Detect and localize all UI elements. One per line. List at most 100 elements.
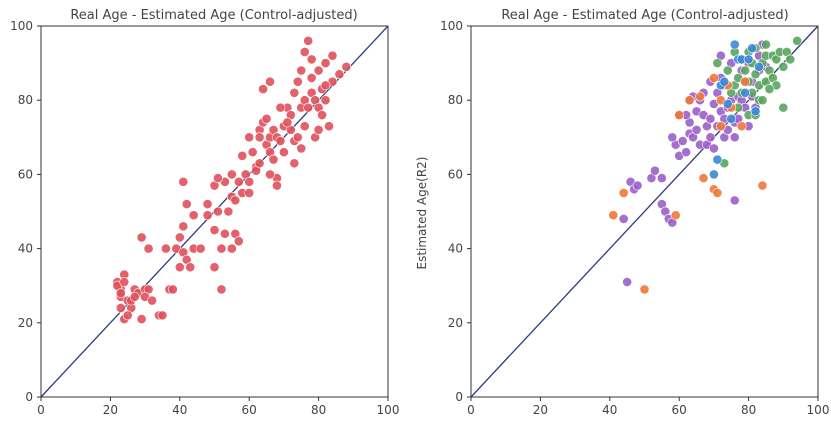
left-red-point bbox=[278, 147, 289, 158]
left-red-point bbox=[233, 236, 244, 247]
right-green-point bbox=[778, 61, 789, 72]
right-blue-point bbox=[712, 154, 723, 165]
right-y-tick-label: 0 bbox=[455, 390, 463, 404]
right-orange-point bbox=[715, 121, 726, 132]
right-blue-point bbox=[726, 113, 737, 124]
left-red-point bbox=[334, 69, 345, 80]
right-green-point bbox=[740, 65, 751, 76]
left-red-point bbox=[306, 54, 317, 65]
left-red-point bbox=[167, 284, 178, 295]
right-blue-point bbox=[747, 43, 757, 54]
right-purple-point bbox=[691, 124, 702, 135]
right-blue-point bbox=[743, 54, 754, 65]
right-purple-point bbox=[622, 277, 633, 287]
left-y-tick-label: 60 bbox=[18, 167, 33, 181]
left-red-point bbox=[320, 58, 331, 68]
left-red-point bbox=[296, 143, 307, 154]
left-red-point bbox=[313, 124, 324, 135]
left-red-point bbox=[223, 206, 234, 217]
left-red-point bbox=[178, 221, 189, 232]
left-red-point bbox=[327, 50, 338, 61]
right-blue-point bbox=[719, 76, 730, 87]
left-red-point bbox=[213, 206, 223, 217]
left-red-point bbox=[129, 291, 140, 302]
left-red-point bbox=[178, 176, 189, 187]
left-red-point bbox=[272, 180, 282, 191]
right-x-tick-label: 0 bbox=[467, 403, 475, 417]
right-green-point bbox=[785, 54, 796, 65]
right-blue-point bbox=[740, 87, 751, 98]
left-red-point bbox=[254, 158, 265, 169]
right-green-point bbox=[764, 84, 775, 94]
left-red-point bbox=[202, 210, 213, 221]
right-blue-point bbox=[709, 169, 719, 180]
left-red-point bbox=[115, 303, 126, 313]
left-red-point bbox=[289, 158, 300, 169]
left-y-tick-label: 100 bbox=[10, 19, 33, 33]
right-y-axis-label: Estimated Age(R2) bbox=[415, 157, 429, 270]
left-red-point bbox=[247, 147, 258, 158]
left-red-point bbox=[115, 288, 126, 299]
left-red-point bbox=[136, 232, 147, 243]
right-x-tick-label: 20 bbox=[533, 403, 548, 417]
left-red-point bbox=[213, 173, 223, 184]
left-red-point bbox=[303, 102, 314, 113]
right-orange-point bbox=[674, 110, 685, 120]
left-red-point bbox=[275, 102, 286, 113]
left-red-point bbox=[157, 310, 168, 321]
right-purple-point bbox=[632, 180, 643, 191]
left-red-point bbox=[292, 76, 303, 87]
left-red-point bbox=[174, 262, 185, 273]
left-red-point bbox=[209, 262, 220, 273]
left-red-point bbox=[320, 95, 331, 106]
left-chart-title: Real Age - Estimated Age (Control-adjust… bbox=[70, 8, 357, 23]
right-x-tick-label: 100 bbox=[807, 403, 830, 417]
left-red-point bbox=[292, 132, 303, 143]
left-y-tick-label: 40 bbox=[18, 242, 33, 256]
right-orange-point bbox=[608, 210, 619, 221]
left-red-point bbox=[209, 225, 220, 235]
right-purple-point bbox=[729, 132, 740, 143]
right-x-tick-label: 60 bbox=[672, 403, 687, 417]
right-purple-point bbox=[667, 132, 678, 143]
left-red-point bbox=[143, 243, 154, 254]
left-red-point bbox=[174, 232, 185, 243]
right-orange-point bbox=[639, 284, 650, 295]
left-red-point bbox=[244, 132, 255, 143]
left-red-point bbox=[296, 65, 307, 76]
right-orange-point bbox=[757, 180, 768, 191]
left-red-point bbox=[306, 73, 317, 83]
left-red-point bbox=[313, 65, 324, 76]
right-purple-point bbox=[705, 132, 716, 143]
left-red-point bbox=[122, 310, 133, 321]
right-purple-point bbox=[705, 113, 716, 124]
left-red-point bbox=[244, 176, 255, 187]
left-red-point bbox=[324, 121, 334, 132]
left-red-point bbox=[136, 314, 147, 324]
left-red-point bbox=[237, 150, 248, 161]
left-red-point bbox=[216, 284, 227, 295]
left-red-point bbox=[244, 188, 255, 198]
left-red-point bbox=[202, 199, 213, 209]
right-blue-point bbox=[729, 39, 740, 50]
right-blue-point bbox=[754, 61, 764, 72]
right-orange-point bbox=[698, 173, 709, 184]
right-purple-point bbox=[618, 214, 629, 224]
left-red-point bbox=[181, 199, 192, 209]
left-red-point bbox=[230, 195, 241, 206]
left-x-tick-label: 40 bbox=[172, 403, 187, 417]
right-y-tick-label: 20 bbox=[448, 316, 463, 330]
left-red-point bbox=[289, 87, 300, 98]
right-purple-point bbox=[681, 147, 692, 158]
left-red-point bbox=[226, 243, 237, 254]
right-orange-point bbox=[740, 76, 751, 87]
left-red-point bbox=[188, 210, 199, 221]
left-red-point bbox=[299, 47, 310, 57]
left-x-tick-label: 100 bbox=[377, 403, 400, 417]
right-y-tick-label: 100 bbox=[440, 19, 463, 33]
right-green-point bbox=[712, 58, 723, 68]
right-green-point bbox=[792, 35, 803, 46]
right-orange-point bbox=[712, 188, 723, 198]
